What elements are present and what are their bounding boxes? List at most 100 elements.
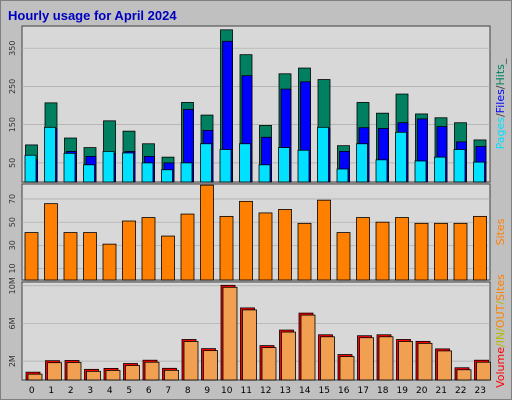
bar-volume-out <box>359 337 374 381</box>
panel-0 <box>21 25 491 183</box>
legend-entry: / <box>494 113 507 117</box>
bar-pages <box>219 149 232 183</box>
bar-volume-out <box>144 361 160 381</box>
bar-volume-out <box>47 362 62 381</box>
x-tick-label: 3 <box>87 386 93 396</box>
bar-volume-out <box>105 370 121 381</box>
x-tick-label: 7 <box>165 386 171 396</box>
bar-pages <box>200 143 212 183</box>
x-tick-label: 22 <box>455 386 466 396</box>
bar-volume-out <box>300 314 316 381</box>
legend-entry: OUT <box>494 304 507 328</box>
x-tick-label: 6 <box>146 386 152 396</box>
legend-entry: / <box>494 85 507 89</box>
legend-entry: Volume <box>494 347 507 388</box>
bar-sites <box>258 212 273 281</box>
bar-volume-out <box>66 362 82 381</box>
bar-volume-out <box>437 350 452 381</box>
bar-sites <box>414 222 429 281</box>
y-tick-label: 10M <box>8 277 17 294</box>
bar-pages <box>336 168 349 183</box>
y-tick-label: 150 <box>8 117 17 132</box>
x-tick-label: 9 <box>204 386 210 396</box>
bar-sites <box>336 232 351 281</box>
y-tick-label: 250 <box>8 79 17 94</box>
y-tick-label: 30 <box>8 240 17 250</box>
y-tick-label: 50 <box>8 158 17 168</box>
bar-pages <box>278 147 290 183</box>
bar-volume-out <box>27 373 43 381</box>
bar-pages <box>44 126 56 183</box>
bar-pages <box>63 152 76 183</box>
bar-volume-out <box>222 286 238 381</box>
legend-entry: Sites <box>494 218 507 245</box>
x-tick-label: 2 <box>68 386 74 396</box>
bar-pages <box>297 149 310 183</box>
bar-sites <box>317 199 331 281</box>
bar-volume-out <box>261 347 277 381</box>
bar-volume-out <box>320 336 335 381</box>
bar-volume-out <box>339 356 355 381</box>
legend-2: Volume/IN/OUT/Sites <box>494 274 507 388</box>
x-tick-label: 19 <box>397 386 409 396</box>
bar-sites <box>122 220 136 281</box>
legend-entry: / <box>494 328 507 332</box>
x-tick-label: 23 <box>475 386 486 396</box>
bar-pages <box>356 143 368 183</box>
bar-pages <box>414 160 427 183</box>
legend-entry: Hits <box>494 64 507 86</box>
legend-entry: Files <box>494 89 507 113</box>
bar-volume-out <box>86 370 101 381</box>
bar-sites <box>219 215 234 281</box>
x-tick-label: 4 <box>107 386 113 396</box>
bar-pages <box>434 156 446 183</box>
bar-pages <box>395 131 407 183</box>
bar-sites <box>356 217 370 281</box>
x-tick-label: 1 <box>48 386 54 396</box>
bar-sites <box>44 203 58 281</box>
bar-sites <box>395 217 409 281</box>
x-tick-label: 15 <box>319 386 330 396</box>
bar-pages <box>375 159 388 183</box>
bar-volume-out <box>183 341 199 381</box>
bar-pages <box>83 164 95 183</box>
bar-sites <box>375 221 390 281</box>
panel-1 <box>21 183 491 281</box>
bar-volume-out <box>456 369 472 381</box>
x-tick-label: 0 <box>29 386 35 396</box>
bar-pages <box>180 162 193 183</box>
y-tick-label: 6M <box>8 317 17 329</box>
legend-entry: _ <box>494 58 507 65</box>
x-tick-label: 12 <box>260 386 271 396</box>
legend-entry: / <box>494 343 507 347</box>
bar-pages <box>258 164 271 183</box>
bar-volume-out <box>417 342 433 381</box>
x-tick-label: 14 <box>299 386 311 396</box>
x-tick-label: 10 <box>221 386 233 396</box>
x-tick-label: 18 <box>377 386 389 396</box>
bar-pages <box>122 152 134 183</box>
bar-sites <box>102 243 117 281</box>
bar-sites <box>63 232 78 281</box>
y-tick-label: 70 <box>8 194 17 204</box>
x-tick-label: 17 <box>358 386 369 396</box>
bar-sites <box>161 235 175 281</box>
y-tick-label: 2M <box>8 355 17 367</box>
x-tick-label: 5 <box>126 386 132 396</box>
bar-volume-out <box>203 350 218 381</box>
bar-pages <box>453 149 466 183</box>
chart-title: Hourly usage for April 2024 <box>8 8 177 23</box>
bar-volume-out <box>398 341 413 381</box>
legend-1: Sites <box>494 218 507 245</box>
legend-entry: Pages <box>494 117 507 150</box>
bar-pages <box>141 162 154 183</box>
bar-sites <box>297 222 312 281</box>
bar-sites <box>434 222 448 281</box>
bar-volume-out <box>242 309 257 381</box>
bar-sites <box>473 215 487 281</box>
bar-sites <box>278 209 292 281</box>
bar-pages <box>24 154 37 183</box>
x-tick-label: 11 <box>241 386 252 396</box>
legend-entry: Sites <box>494 274 507 301</box>
